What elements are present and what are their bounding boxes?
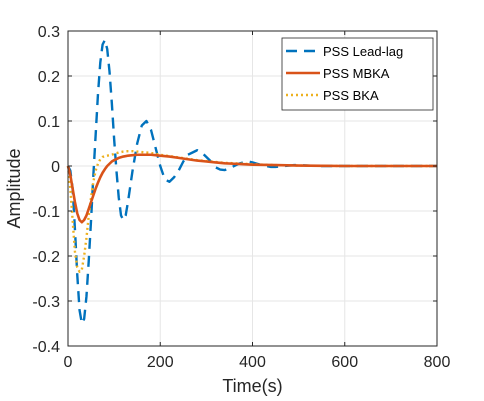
x-axis-title: Time(s) xyxy=(222,376,282,396)
y-tick-label: 0.2 xyxy=(38,69,60,86)
series-line-1 xyxy=(66,153,437,224)
x-tick-label: 600 xyxy=(331,354,358,371)
x-tick-label: 800 xyxy=(424,354,451,371)
legend: PSS Lead-lag PSS MBKA PSS BKA xyxy=(281,37,434,111)
y-axis-title: Amplitude xyxy=(4,148,24,228)
y-tick-label: -0.4 xyxy=(32,339,60,356)
x-tick-label: 400 xyxy=(239,354,266,371)
y-tick-label: 0.1 xyxy=(38,114,60,131)
y-tick-label: 0.3 xyxy=(38,24,60,41)
y-tick-label: 0 xyxy=(51,159,60,176)
x-tick-label: 0 xyxy=(64,354,73,371)
legend-label-1: PSS MBKA xyxy=(323,66,390,81)
legend-label-0: PSS Lead-lag xyxy=(323,44,403,59)
y-tick-label: -0.3 xyxy=(32,294,60,311)
y-tick-label: -0.1 xyxy=(32,204,60,221)
series-layer xyxy=(66,38,437,325)
x-tick-label: 200 xyxy=(147,354,174,371)
y-tick-label: -0.2 xyxy=(32,249,60,266)
axis-ticks: 0 200 400 600 800 -0.4 -0.3 -0.2 -0.1 0 0.1 0.2 0.3 xyxy=(32,24,450,371)
legend-label-2: PSS BKA xyxy=(323,88,379,103)
